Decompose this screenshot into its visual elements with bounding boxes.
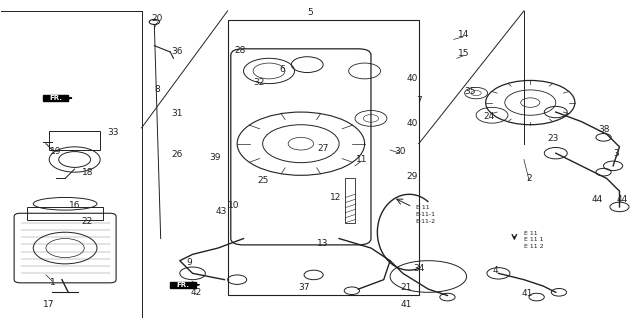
Text: 5: 5 (308, 8, 314, 17)
Text: 29: 29 (406, 172, 418, 182)
Text: E 11
E-11-1
E-11-2: E 11 E-11-1 E-11-2 (415, 205, 436, 224)
Text: 6: 6 (279, 65, 285, 74)
Text: 44: 44 (591, 195, 603, 204)
Bar (346, 178, 355, 223)
Text: 4: 4 (492, 266, 498, 275)
Text: 7: 7 (416, 97, 422, 106)
Text: 28: 28 (235, 46, 246, 55)
Text: 1: 1 (49, 278, 55, 287)
Text: 44: 44 (617, 195, 628, 204)
Text: 17: 17 (44, 300, 55, 309)
Text: 34: 34 (413, 264, 424, 273)
Bar (27, 207, 103, 219)
Text: 36: 36 (171, 48, 182, 56)
Bar (228, 20, 419, 295)
Text: 3: 3 (613, 149, 619, 158)
Text: 40: 40 (406, 74, 418, 83)
Text: 25: 25 (257, 175, 268, 185)
Text: E 11
E 11 1
E 11 2: E 11 E 11 1 E 11 2 (524, 231, 543, 249)
Text: FR.: FR. (49, 95, 62, 101)
Text: 43: 43 (216, 207, 227, 216)
Text: 26: 26 (171, 150, 182, 159)
Text: 21: 21 (401, 283, 412, 292)
Text: 31: 31 (171, 109, 182, 118)
Text: 19: 19 (50, 147, 61, 156)
Bar (170, 282, 196, 287)
Text: 41: 41 (401, 300, 412, 309)
Text: 18: 18 (82, 168, 93, 177)
Text: 2: 2 (526, 174, 532, 183)
Text: 20: 20 (152, 14, 163, 23)
Text: 12: 12 (330, 193, 342, 202)
Text: 38: 38 (598, 125, 609, 134)
Text: 39: 39 (209, 153, 221, 162)
Text: 23: 23 (547, 134, 558, 144)
Text: 30: 30 (394, 147, 405, 156)
Text: 41: 41 (522, 289, 532, 298)
Text: 24: 24 (483, 112, 495, 121)
Text: 10: 10 (228, 201, 240, 210)
Text: 42: 42 (190, 288, 202, 297)
Text: 37: 37 (298, 283, 310, 292)
Text: 15: 15 (458, 49, 469, 58)
Text: 8: 8 (155, 85, 161, 94)
Bar (43, 95, 68, 101)
Text: 22: 22 (82, 217, 93, 226)
Text: 9: 9 (186, 258, 192, 267)
Text: 11: 11 (356, 155, 367, 164)
Text: 33: 33 (107, 128, 118, 137)
Text: 40: 40 (406, 119, 418, 128)
Text: 14: 14 (458, 30, 469, 39)
Text: 16: 16 (69, 201, 81, 210)
Text: FR.: FR. (177, 282, 189, 288)
Text: 35: 35 (464, 87, 476, 96)
Text: 27: 27 (317, 144, 329, 153)
Text: 13: 13 (317, 239, 329, 248)
Text: 32: 32 (254, 78, 265, 86)
Bar (49, 131, 100, 150)
